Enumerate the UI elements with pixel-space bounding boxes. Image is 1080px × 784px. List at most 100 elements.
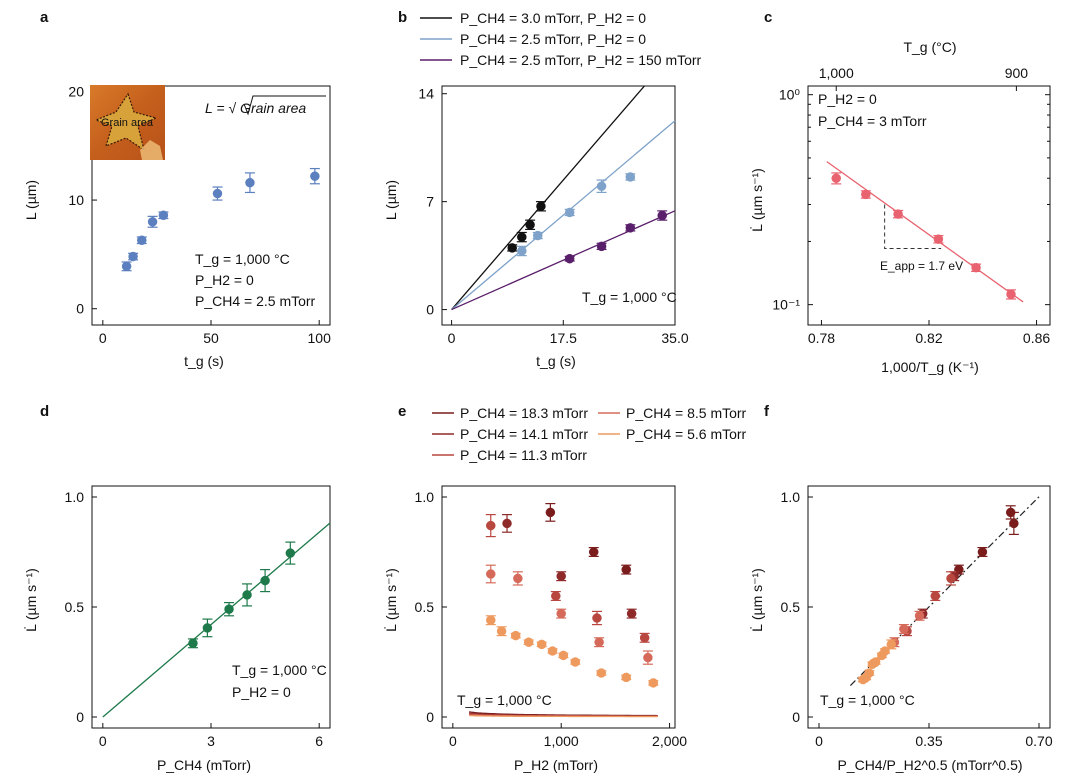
panel-f: 0 0.35 0.70 0 0.5 1.0 T_g = 1,000 °C P_CH4/P_… [749,485,1053,773]
d-data-point [260,575,270,586]
c-data-point [971,262,981,273]
f-data-point [930,591,941,601]
panel-letter-e: e [398,403,406,420]
e-data-point [551,591,561,601]
e-data-point [523,637,534,647]
b-data-point [596,181,607,191]
f-data-point [886,639,897,650]
f-data-point [858,674,868,685]
c-slope-triangle [884,204,942,250]
d-data-point [202,623,213,633]
f-xtick-label: 0.70 [1025,733,1052,749]
f-ytick-label: 0.5 [781,599,801,615]
legend-label: P_CH4 = 2.5 mTorr, P_H2 = 150 mTorr [460,52,702,68]
c-data-point [933,234,944,244]
a-data-point [128,251,138,262]
d-xlabel: P_CH4 (mTorr) [157,757,251,773]
b-data-point [517,232,527,242]
c-data-point [893,209,903,219]
c-top-xlabel: T_g (°C) [903,39,956,55]
e-data-point [486,615,496,625]
b-xlabel: t_g (s) [536,353,576,369]
e-ylabel: L̇ (µm s⁻¹) [383,568,399,632]
d-annotation-0: T_g = 1,000 °C [232,662,327,678]
c-annotation-1: P_CH4 = 3 mTorr [818,113,927,129]
e-data-point [596,668,607,678]
e-data-point [621,672,631,683]
legend-label: P_CH4 = 3.0 mTorr, P_H2 = 0 [460,10,646,26]
b-data-point [517,246,527,256]
d-ytick-label: 0 [76,709,84,725]
f-ylabel: L̇ (µm s⁻¹) [749,568,765,632]
panel-d: 0 3 6 0 0.5 1.0 T_g = 1,000 °C P_H2 = 0 P_CH4… [23,485,331,773]
a-data-point [212,188,223,199]
e-xtick-label: 0 [449,733,457,749]
e-data-point [502,518,512,529]
e-data-point [486,520,496,531]
e-legend-label: P_CH4 = 5.6 mTorr [626,426,747,442]
grain-fragment [140,140,163,160]
c-data-point [861,189,871,200]
panel-e: P_CH4 = 18.3 mTorr P_CH4 = 14.1 mTorr P_CH… [383,405,747,773]
f-xlabel: P_CH4/P_H2^0.5 (mTorr^0.5) [837,757,1022,773]
b-fit-line-2 [451,210,676,311]
a-ylabel: L (µm) [23,180,39,220]
f-data-point [946,573,956,584]
e-data-point [570,657,581,667]
d-data-point [188,638,198,649]
a-xtick-label: 0 [99,330,107,346]
e-data-point [621,564,631,575]
c-annotation-0: P_H2 = 0 [818,91,877,107]
legend-label: P_CH4 = 2.5 mTorr, P_H2 = 0 [460,31,646,47]
a-data-point [310,171,320,181]
e-xlabel: P_H2 (mTorr) [514,757,598,773]
e-data-point [588,547,599,557]
a-xtick-label: 50 [203,330,219,346]
e-xtick-label: 1,000 [544,733,579,749]
f-annotation: T_g = 1,000 °C [820,692,915,708]
d-data-point [242,590,252,600]
b-data-point [507,243,517,253]
panel-letter-f: f [764,403,770,420]
a-ytick-label: 0 [76,301,84,317]
e-data-point [592,613,602,623]
c-activation-energy: E_app = 1.7 eV [880,259,963,273]
e-fit-curve-4 [469,714,658,718]
c-data-point [1006,289,1016,300]
f-xtick-label: 0 [815,733,823,749]
e-ytick-label: 0.5 [415,599,435,615]
d-annotation-1: P_H2 = 0 [232,684,291,700]
d-xtick-label: 0 [99,733,107,749]
e-ytick-label: 0 [426,709,434,725]
d-xtick-label: 6 [315,733,323,749]
c-xtick-label: 0.82 [915,330,942,346]
e-legend-label: P_CH4 = 18.3 mTorr [460,405,588,421]
b-data-point [657,210,667,221]
e-data-point [594,637,604,647]
d-ylabel: L̇ (µm s⁻¹) [23,568,39,632]
e-data-point [545,507,556,518]
d-axes-frame [91,485,331,729]
grain-shape [94,92,158,152]
d-ytick-label: 1.0 [65,489,85,505]
b-data-point [625,223,636,233]
formula-a: L = √ Grain area [205,95,326,116]
e-annotation: T_g = 1,000 °C [457,692,552,708]
c-ylabel: L̇ (µm s⁻¹) [749,168,765,232]
b-data-point [564,207,575,218]
e-data-point [513,573,523,584]
a-data-point [147,217,158,227]
a-annotation-0: T_g = 1,000 °C [195,251,290,267]
c-ytick-label: 10⁻¹ [772,297,800,313]
c-xtick-label: 0.86 [1023,330,1050,346]
b-ytick-label: 14 [418,86,434,102]
a-annotation-2: P_CH4 = 2.5 mTorr [195,293,316,309]
b-xtick-label: 35.0 [661,330,688,346]
b-annotation: T_g = 1,000 °C [582,289,677,305]
e-legend-label: P_CH4 = 8.5 mTorr [626,405,747,421]
b-data-point [525,220,535,230]
b-fit-line-0 [451,85,645,311]
a-xtick-label: 100 [308,330,332,346]
